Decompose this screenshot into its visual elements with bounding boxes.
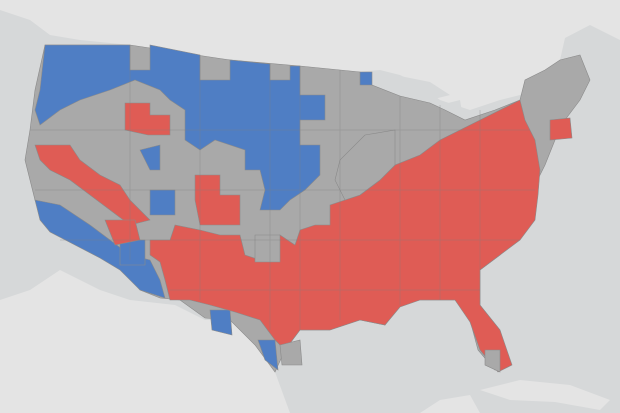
- region-neutral-south-florida: [484, 349, 501, 373]
- region-below-utah: [149, 189, 176, 216]
- region-below-nevada: [139, 144, 161, 171]
- region-below-southtexas: [257, 339, 279, 371]
- region-above-southeast: [149, 99, 541, 373]
- region-above-california-nevada: [34, 144, 151, 226]
- region-neutral-ohio-valley: [334, 129, 396, 201]
- region-below-socal: [34, 199, 166, 299]
- region-above-colorado: [194, 174, 241, 226]
- region-below-westtexas: [209, 309, 233, 336]
- caribbean-land: [480, 380, 610, 410]
- region-above-wyoming: [124, 102, 171, 136]
- region-neutral-texas-panhandle: [254, 234, 281, 263]
- state-borders: [30, 45, 535, 330]
- region-below-arizona-west: [119, 239, 146, 266]
- region-neutral-south-texas: [279, 339, 303, 366]
- baja-land: [70, 290, 135, 413]
- canada-land: [0, 0, 620, 110]
- region-below-minnesota: [359, 71, 373, 86]
- region-above-northeast: [549, 117, 573, 141]
